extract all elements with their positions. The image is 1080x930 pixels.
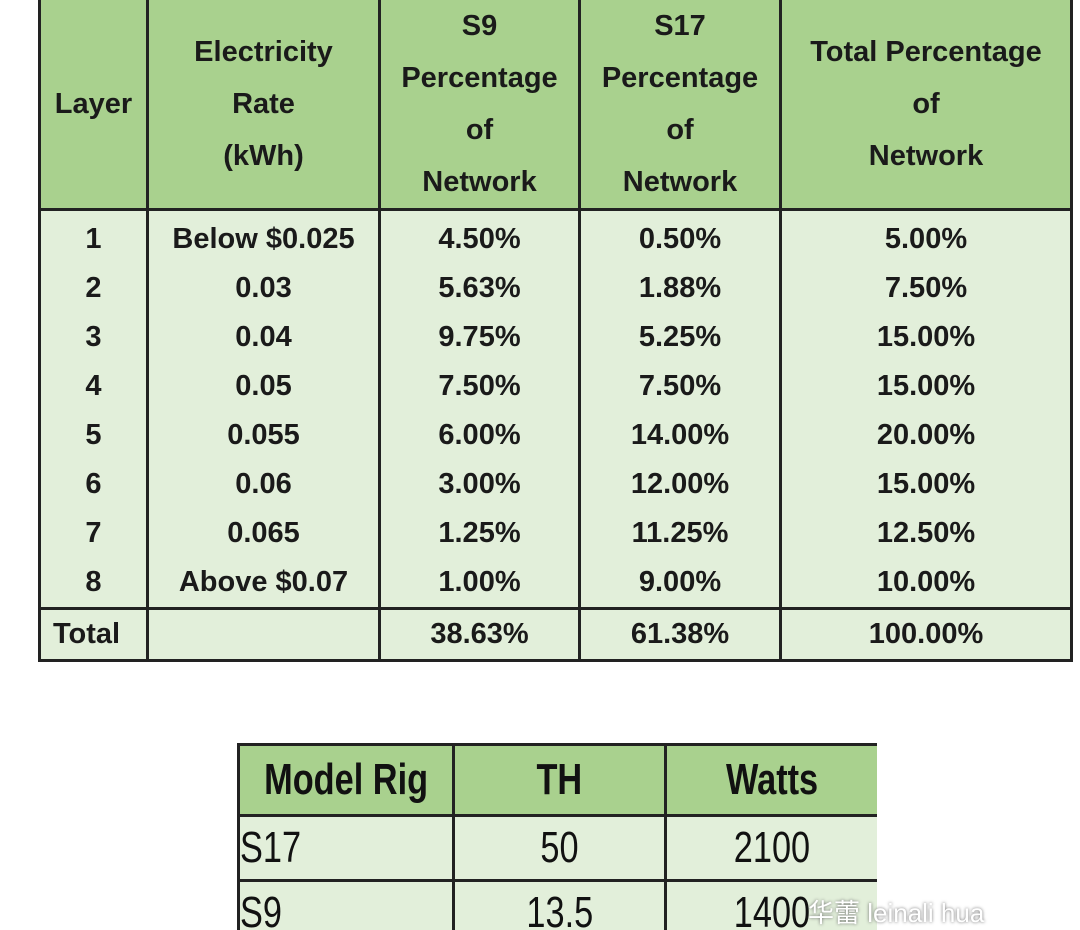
cell: 7.50%	[378, 362, 581, 411]
cell: 15.00%	[779, 362, 1073, 411]
cell-text: 50	[540, 823, 579, 872]
cell-text: TH	[536, 755, 583, 804]
row: S17 50 2100	[237, 814, 877, 882]
row: 4 0.05 7.50% 7.50% 15.00%	[38, 362, 1073, 411]
cell: 7	[38, 509, 149, 558]
row: 3 0.04 9.75% 5.25% 15.00%	[38, 313, 1073, 362]
cell: 8	[38, 558, 149, 609]
header-cell: Layer	[38, 0, 149, 211]
cell: 1.25%	[378, 509, 581, 558]
cell: 4	[38, 362, 149, 411]
cell-text: 13.5	[526, 888, 593, 930]
row: 5 0.055 6.00% 14.00% 20.00%	[38, 411, 1073, 460]
header-cell: Watts	[664, 743, 877, 817]
cell: 5.00%	[779, 209, 1073, 264]
cell-text: 2100	[733, 823, 811, 872]
total-cell: 61.38%	[578, 607, 782, 662]
cell: 12.50%	[779, 509, 1073, 558]
cell: 0.03	[146, 264, 381, 313]
cell: 12.00%	[578, 460, 782, 509]
header-cell: S9 Percentage of Network	[378, 0, 581, 211]
total-cell: Total	[38, 607, 149, 662]
row: 7 0.065 1.25% 11.25% 12.50%	[38, 509, 1073, 558]
electricity-table: Layer Electricity Rate (kWh) S9 Percentage…	[38, 0, 1073, 662]
cell: 20.00%	[779, 411, 1073, 460]
total-cell: 100.00%	[779, 607, 1073, 662]
header-cell: Electricity Rate (kWh)	[146, 0, 381, 211]
cell: 3	[38, 313, 149, 362]
total-cell	[146, 607, 381, 662]
cell: 13.5	[452, 879, 667, 930]
cell: 2	[38, 264, 149, 313]
cell: 0.055	[146, 411, 381, 460]
cell: 15.00%	[779, 313, 1073, 362]
header-cell: Model Rig	[237, 743, 455, 817]
cell: 2100	[664, 814, 877, 882]
cell: 1.00%	[378, 558, 581, 609]
cell: 1	[38, 209, 149, 264]
cell: 3.00%	[378, 460, 581, 509]
header-cell: Total Percentage of Network	[779, 0, 1073, 211]
row: 8 Above $0.07 1.00% 9.00% 10.00%	[38, 558, 1073, 609]
cell-text: 1400	[733, 888, 811, 930]
cell: 0.065	[146, 509, 381, 558]
cell: Below $0.025	[146, 209, 381, 264]
row: 1 Below $0.025 4.50% 0.50% 5.00%	[38, 209, 1073, 264]
cell: 6.00%	[378, 411, 581, 460]
cell: 0.04	[146, 313, 381, 362]
cell: 11.25%	[578, 509, 782, 558]
cell-text: S9	[240, 888, 282, 930]
cell: 1400	[664, 879, 877, 930]
cell: 50	[452, 814, 667, 882]
cell: 7.50%	[578, 362, 782, 411]
cell: 15.00%	[779, 460, 1073, 509]
row: S9 13.5 1400	[237, 879, 877, 930]
cell: S17	[237, 814, 455, 882]
cell: 0.50%	[578, 209, 782, 264]
row: 6 0.06 3.00% 12.00% 15.00%	[38, 460, 1073, 509]
cell-text: S17	[240, 823, 302, 872]
watermark: 华蕾 leinali hua	[808, 898, 985, 928]
rig-table-frame: Model Rig TH Watts S17 50 2100 S9 13.5 1400	[237, 743, 877, 930]
cell: 4.50%	[378, 209, 581, 264]
cell: 14.00%	[578, 411, 782, 460]
cell: S9	[237, 879, 455, 930]
cell: 9.75%	[378, 313, 581, 362]
total-cell: 38.63%	[378, 607, 581, 662]
cell-text: Model Rig	[264, 755, 428, 804]
cell: 5.25%	[578, 313, 782, 362]
rig-table: Model Rig TH Watts S17 50 2100 S9 13.5 1400	[237, 743, 877, 930]
cell: 1.88%	[578, 264, 782, 313]
cell: 0.06	[146, 460, 381, 509]
cell: 5.63%	[378, 264, 581, 313]
header-cell: TH	[452, 743, 667, 817]
cell: 0.05	[146, 362, 381, 411]
cell-text: Watts	[725, 755, 819, 804]
cell: Above $0.07	[146, 558, 381, 609]
cell: 7.50%	[779, 264, 1073, 313]
row: 2 0.03 5.63% 1.88% 7.50%	[38, 264, 1073, 313]
cell: 9.00%	[578, 558, 782, 609]
cell: 6	[38, 460, 149, 509]
header-cell: S17 Percentage of Network	[578, 0, 782, 211]
cell: 10.00%	[779, 558, 1073, 609]
cell: 5	[38, 411, 149, 460]
